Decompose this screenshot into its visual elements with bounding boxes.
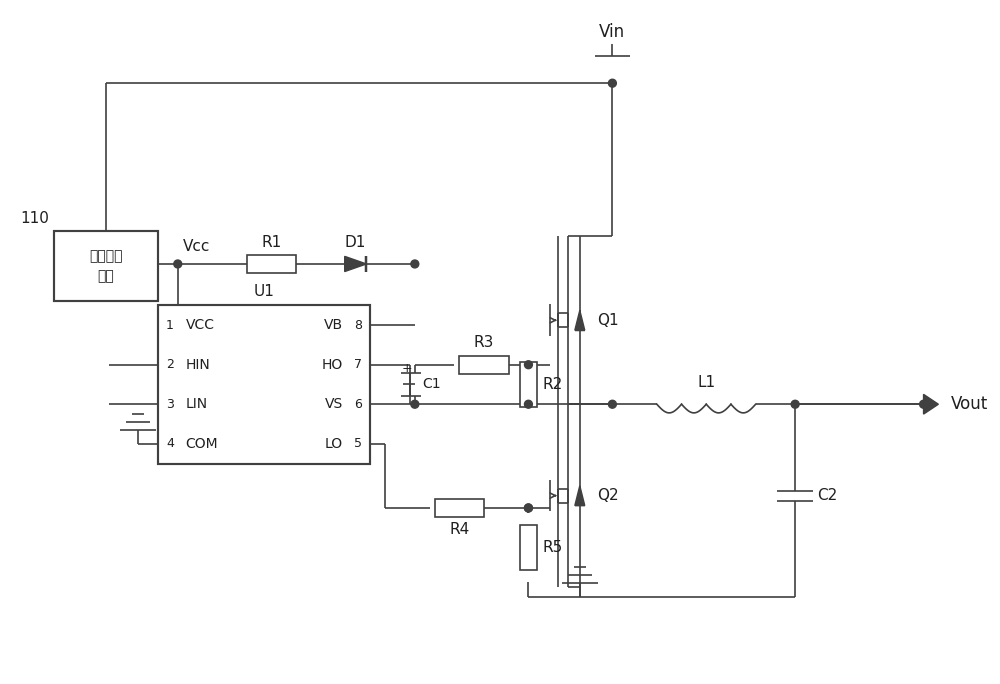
Text: R3: R3: [474, 335, 494, 350]
Text: R2: R2: [542, 377, 563, 392]
Text: VCC: VCC: [186, 318, 215, 332]
Text: HO: HO: [321, 358, 343, 371]
Circle shape: [608, 79, 616, 87]
Text: C1: C1: [423, 378, 441, 391]
Text: U1: U1: [254, 284, 275, 299]
Text: COM: COM: [186, 437, 218, 451]
Bar: [54, 231, 158, 300]
Text: D1: D1: [345, 235, 366, 250]
Text: Vcc: Vcc: [183, 239, 210, 254]
Polygon shape: [575, 311, 585, 330]
Bar: [520, 363, 537, 407]
Circle shape: [411, 260, 419, 268]
Text: 8: 8: [354, 319, 362, 332]
Text: 单元: 单元: [98, 269, 115, 282]
Text: R4: R4: [449, 522, 469, 537]
Text: HIN: HIN: [186, 358, 210, 371]
Text: LO: LO: [325, 437, 343, 451]
Text: 110: 110: [20, 211, 49, 226]
Circle shape: [791, 400, 799, 408]
Text: 6: 6: [355, 397, 362, 410]
Text: Q2: Q2: [598, 488, 619, 503]
Text: R5: R5: [542, 540, 563, 555]
Bar: [247, 255, 296, 273]
Circle shape: [920, 400, 928, 408]
Text: 降压电源: 降压电源: [89, 249, 123, 263]
Text: 5: 5: [354, 437, 362, 450]
Circle shape: [608, 400, 616, 408]
Circle shape: [411, 400, 419, 408]
Text: Q1: Q1: [598, 313, 619, 328]
Bar: [520, 525, 537, 570]
Text: Vout: Vout: [951, 395, 988, 413]
Bar: [158, 306, 370, 464]
Text: 1: 1: [166, 319, 174, 332]
Circle shape: [524, 504, 532, 512]
Text: 7: 7: [354, 358, 362, 371]
Text: VS: VS: [324, 397, 343, 411]
Bar: [459, 356, 509, 373]
Text: Vin: Vin: [599, 23, 625, 41]
Text: 2: 2: [166, 358, 174, 371]
Text: R1: R1: [261, 235, 282, 250]
Circle shape: [174, 260, 182, 268]
Circle shape: [524, 360, 532, 369]
Text: VB: VB: [324, 318, 343, 332]
Text: 3: 3: [166, 397, 174, 410]
Text: LIN: LIN: [186, 397, 208, 411]
Polygon shape: [924, 395, 938, 414]
Text: 4: 4: [166, 437, 174, 450]
Text: C2: C2: [817, 488, 837, 503]
Bar: [435, 499, 484, 517]
Circle shape: [524, 504, 532, 512]
Text: +: +: [401, 362, 412, 375]
Circle shape: [524, 400, 532, 408]
Polygon shape: [345, 256, 366, 272]
Polygon shape: [575, 486, 585, 505]
Text: L1: L1: [697, 375, 715, 390]
